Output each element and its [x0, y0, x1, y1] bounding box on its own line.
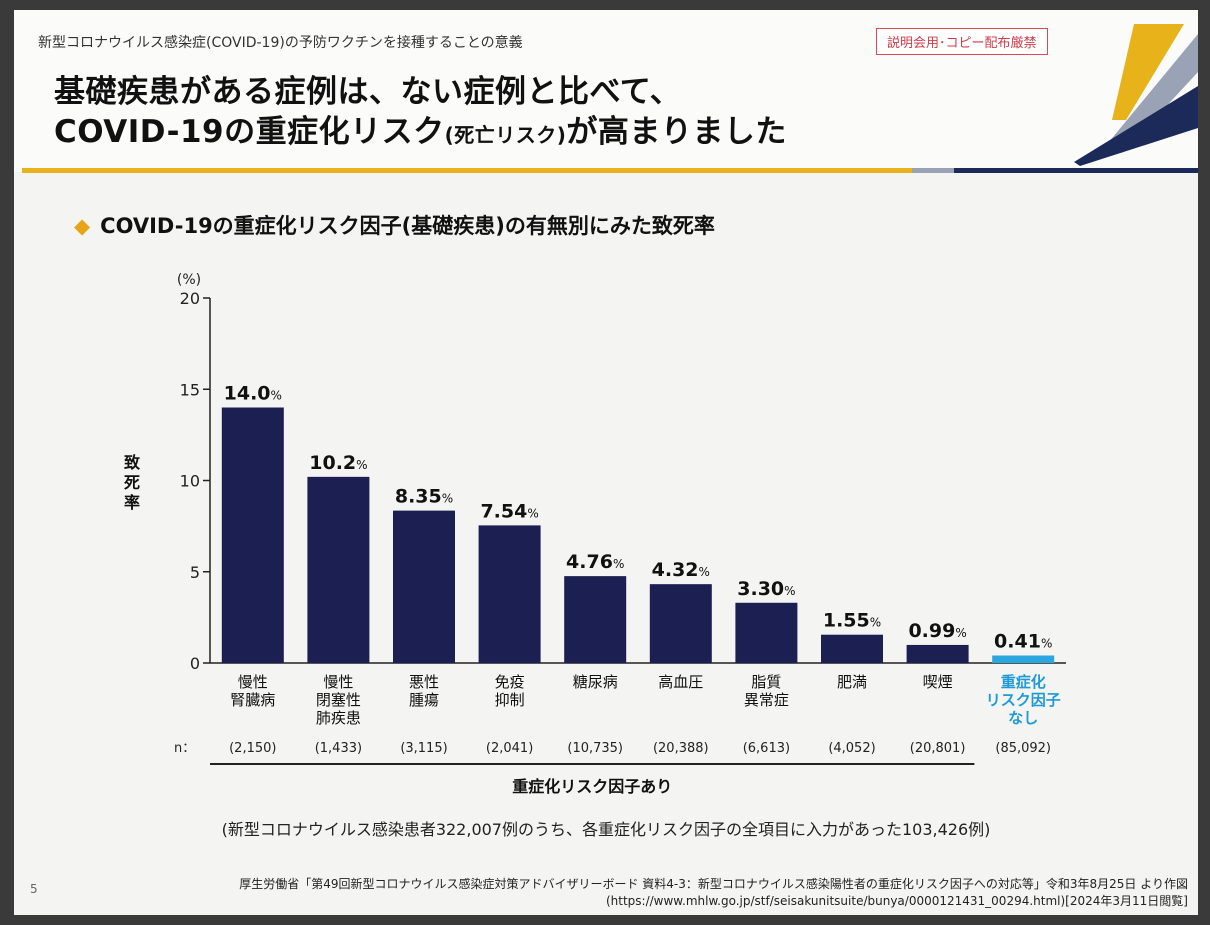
title-line-2-main: COVID-19の重症化リスク — [54, 114, 445, 150]
y-tick-label: 10 — [180, 472, 200, 491]
category-label: 喫煙 — [923, 673, 953, 691]
y-unit-label: (%) — [177, 272, 201, 288]
bar — [307, 476, 370, 663]
corner-decoration-icon — [1074, 24, 1198, 166]
page-number: 5 — [30, 882, 38, 896]
category-label: 脂質異常症 — [744, 673, 789, 709]
category-label: 慢性腎臓病 — [230, 673, 275, 709]
n-row-label: n： — [174, 741, 195, 756]
bar — [649, 584, 712, 663]
source-citation: 厚生労働省「第49回新型コロナウイルス感染症対策アドバイザリーボード 資料4-3… — [239, 876, 1188, 910]
bar-value-label: 7.54% — [480, 500, 538, 522]
y-tick-label: 5 — [190, 563, 200, 582]
bar — [564, 576, 627, 663]
fatality-rate-bar-chart: 0 5 10 15 20(%) 致死率 14.0% 慢性腎臓病 (2,150) 10.2% 慢性閉塞… — [124, 272, 1066, 796]
bar-value-label: 4.32% — [652, 559, 710, 581]
bar-value-label: 8.35% — [395, 486, 453, 508]
bar-value-label: 1.55% — [823, 610, 881, 632]
sample-size-label: (3,115) — [400, 741, 447, 756]
bar — [735, 602, 798, 663]
group-label: 重症化リスク因子あり — [512, 777, 672, 796]
header-divider-gray — [912, 168, 954, 173]
page-subtitle: 新型コロナウイルス感染症(COVID-19)の予防ワクチンを接種することの意義 — [38, 35, 523, 51]
sample-size-label: (20,388) — [653, 741, 709, 756]
sample-size-label: (6,613) — [743, 741, 790, 756]
bar — [906, 644, 969, 663]
source-line-2: (https://www.mhlw.go.jp/stf/seisakunitsu… — [605, 894, 1188, 908]
category-label: 慢性閉塞性肺疾患 — [316, 673, 361, 727]
section-title-text: COVID-19の重症化リスク因子(基礎疾患)の有無別にみた致死率 — [100, 214, 715, 238]
bar — [393, 510, 455, 663]
sample-note: (新型コロナウイルス感染患者322,007例のうち、各重症化リスク因子の全項目に… — [221, 820, 991, 839]
source-line-1: 厚生労働省「第49回新型コロナウイルス感染症対策アドバイザリーボード 資料4-3… — [239, 877, 1188, 891]
header-divider-gold — [22, 168, 912, 173]
y-tick-label: 15 — [180, 380, 200, 399]
bar-value-label: 10.2% — [309, 452, 367, 474]
category-label: 悪性腫瘍 — [409, 673, 439, 709]
title-line-2: COVID-19の重症化リスク(死亡リスク)が高まりました — [54, 112, 787, 155]
header-divider-navy — [954, 168, 1198, 173]
bar-value-label: 14.0% — [224, 383, 282, 405]
sample-size-label: (85,092) — [995, 741, 1051, 756]
sample-size-label: (2,041) — [486, 741, 533, 756]
category-label: 免疫抑制 — [495, 673, 525, 709]
category-label: 重症化リスク因子なし — [986, 673, 1061, 727]
title-line-2-end: が高まりました — [566, 114, 787, 150]
bar-value-label: 0.41% — [994, 631, 1052, 653]
y-tick-label: 0 — [190, 654, 200, 673]
sample-size-label: (1,433) — [315, 741, 362, 756]
y-tick-label: 20 — [180, 289, 200, 308]
bar-value-label: 3.30% — [737, 578, 795, 600]
sample-size-label: (10,735) — [567, 741, 623, 756]
category-label: 肥満 — [837, 673, 867, 691]
bar — [221, 407, 284, 663]
y-axis-label: 致死率 — [124, 453, 141, 512]
bar — [478, 525, 541, 663]
diamond-bullet-icon: ◆ — [74, 214, 91, 238]
title-line-1: 基礎疾患がある症例は、ない症例と比べて、 — [54, 74, 682, 110]
bar — [992, 655, 1055, 663]
sample-size-label: (20,801) — [910, 741, 966, 756]
sample-size-label: (4,052) — [828, 741, 875, 756]
sample-size-label: (2,150) — [229, 741, 276, 756]
page-title: 基礎疾患がある症例は、ない症例と比べて、 COVID-19の重症化リスク(死亡リ… — [54, 72, 787, 155]
slide: 新型コロナウイルス感染症(COVID-19)の予防ワクチンを接種することの意義 … — [14, 10, 1198, 915]
section-title: ◆ COVID-19の重症化リスク因子(基礎疾患)の有無別にみた致死率 — [74, 210, 715, 240]
category-label: 糖尿病 — [573, 673, 618, 691]
title-line-2-paren: (死亡リスク) — [444, 123, 567, 147]
bar — [821, 634, 883, 663]
category-label: 高血圧 — [658, 673, 703, 691]
bar-value-label: 0.99% — [908, 620, 966, 642]
bar-value-label: 4.76% — [566, 551, 624, 573]
confidential-stamp: 説明会用･コピー配布厳禁 — [876, 28, 1048, 55]
